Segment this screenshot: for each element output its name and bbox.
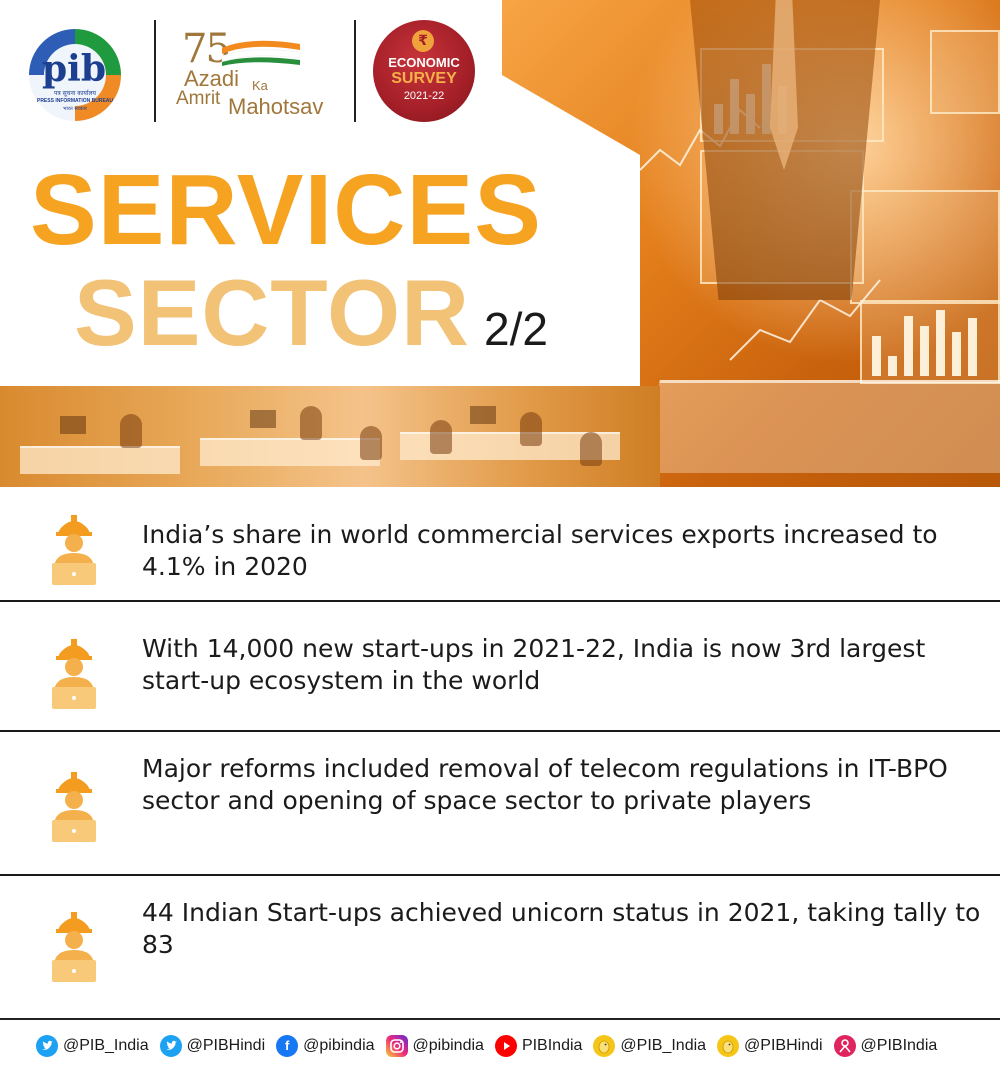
chart-bar-decor [872,336,881,376]
footer-divider [0,1018,1000,1020]
fact-text: Major reforms included removal of teleco… [142,754,948,815]
pib-logo-emblem [29,29,121,121]
youtube-icon [494,1035,517,1057]
office-desk [20,446,180,474]
survey-logo-line2: SURVEY [391,70,457,87]
social-handle: @PIB_India [620,1037,707,1054]
survey-logo-line1: ECONOMIC [388,55,460,70]
social-instagram[interactable]: @pibindia [385,1035,484,1057]
dashboard-chart-panel [860,300,1000,384]
social-twitter-pib-hindi[interactable]: @PIBHindi [159,1035,266,1057]
page-fraction: 2/2 [484,303,548,355]
office-photo-strip [0,386,660,487]
title-line-1: SERVICES [30,154,542,266]
rupee-icon: ₹ [412,30,434,52]
social-handle: @PIB_India [63,1037,149,1054]
survey-logo-line3: 2021-22 [403,90,445,102]
worker-laptop-icon [52,515,96,585]
koo-icon [593,1035,616,1057]
worker-laptop-icon [52,639,96,709]
office-monitor [60,416,86,434]
office-worker [520,412,542,446]
fact-text: India’s share in world commercial servic… [142,520,938,581]
social-facebook[interactable]: f @pibindia [276,1035,375,1057]
koo-icon [717,1035,740,1057]
social-handle: @PIBIndia [860,1037,938,1054]
office-monitor [250,410,276,428]
pib-logo: pib पत्र सूचना कार्यालय PRESS INFORMATIO… [26,26,124,124]
pib-logo-footer: भारत सरकार [63,106,87,112]
pib-logo-english: PRESS INFORMATION BUREAU [36,98,114,104]
azadi-logo-line3: Mahotsav [228,94,324,119]
social-sharechat[interactable]: @PIBIndia [833,1035,938,1057]
social-koo-pib-hindi[interactable]: @PIBHindi [717,1035,823,1057]
social-handle: @PIBHindi [186,1037,266,1054]
azadi-logo-line1: Azadi [184,66,240,91]
chart-bar-decor [920,326,929,376]
office-worker [430,420,452,454]
social-koo-pib-india[interactable]: @PIB_India [593,1035,706,1057]
necktie-shape [770,0,798,170]
social-twitter-pib-india[interactable]: @PIB_India [36,1035,149,1057]
office-monitor [470,406,496,424]
fact-text: 44 Indian Start-ups achieved unicorn sta… [142,898,981,959]
chart-bar-decor [904,316,913,376]
twitter-icon [159,1035,182,1057]
dashboard-chart-panel [930,30,1000,114]
office-worker [360,426,382,460]
fact-divider [0,874,1000,876]
worker-laptop-icon [52,772,96,842]
sharechat-icon [833,1035,856,1057]
social-handle: @PIBHindi [744,1037,823,1054]
facebook-icon: f [276,1035,299,1057]
social-handles: @PIB_India @PIBHindi f @pibindia @pibind… [36,1032,948,1060]
azadi-logo-ka: Ka [252,78,268,93]
chart-bar-decor [968,318,977,376]
office-worker [300,406,322,440]
pib-logo-text: pib [42,48,107,90]
instagram-icon [385,1035,408,1057]
tricolor-flag-icon [221,40,301,66]
fact-divider [0,600,1000,602]
fact-text: With 14,000 new start-ups in 2021-22, In… [142,634,926,695]
tablet-shape [640,380,1000,473]
logo-divider [354,20,356,122]
fact-divider [0,730,1000,732]
office-worker [120,414,142,448]
hero-banner: pib पत्र सूचना कार्यालय PRESS INFORMATIO… [0,0,1000,487]
social-handle: @pibindia [303,1037,375,1054]
logo-divider [154,20,156,122]
social-handle: @pibindia [412,1037,484,1054]
twitter-icon [36,1035,58,1057]
social-youtube[interactable]: PIBIndia [494,1035,583,1057]
worker-laptop-icon [52,912,96,982]
chart-bar-decor [936,310,945,376]
azadi-ka-amrit-mahotsav-logo: 75 Azadi Ka Amrit Mahotsav [172,26,342,121]
social-handle: PIBIndia [521,1037,583,1054]
azadi-logo-line2: Amrit [176,88,221,109]
title-line-2: SECTOR [74,260,470,365]
economic-survey-logo: ₹ ECONOMIC SURVEY 2021-22 [373,20,475,122]
pib-logo-hindi: पत्र सूचना कार्यालय [53,90,97,97]
office-worker [580,432,602,466]
chart-bar-decor [952,332,961,376]
office-desk [200,438,380,466]
chart-bar-decor [888,356,897,376]
